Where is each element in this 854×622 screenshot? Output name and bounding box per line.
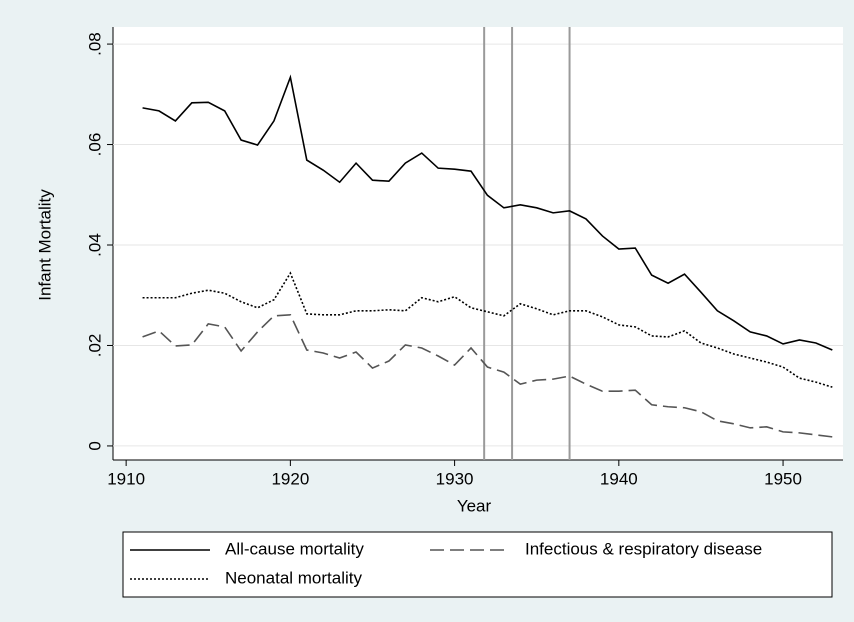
legend-label: Neonatal mortality xyxy=(225,568,363,587)
x-tick-label: 1920 xyxy=(271,469,309,488)
series-line xyxy=(142,74,833,351)
y-tick-label: 0 xyxy=(85,441,104,450)
x-tick-label: 1950 xyxy=(764,469,802,488)
y-tick-label: .08 xyxy=(85,32,104,56)
legend xyxy=(122,531,833,598)
y-axis-label: Infant Mortality xyxy=(35,189,54,301)
x-tick-label: 1910 xyxy=(107,469,145,488)
series-line xyxy=(142,313,833,438)
y-tick-label: .06 xyxy=(85,133,104,157)
legend-label: Infectious & respiratory disease xyxy=(525,539,762,558)
y-tick-label: .04 xyxy=(85,233,104,257)
x-axis-label: Year xyxy=(457,496,492,515)
legend-label: All-cause mortality xyxy=(225,539,364,558)
x-tick-label: 1940 xyxy=(600,469,638,488)
plot-area xyxy=(113,27,843,460)
y-tick-label: .02 xyxy=(85,334,104,358)
x-tick-label: 1930 xyxy=(436,469,474,488)
